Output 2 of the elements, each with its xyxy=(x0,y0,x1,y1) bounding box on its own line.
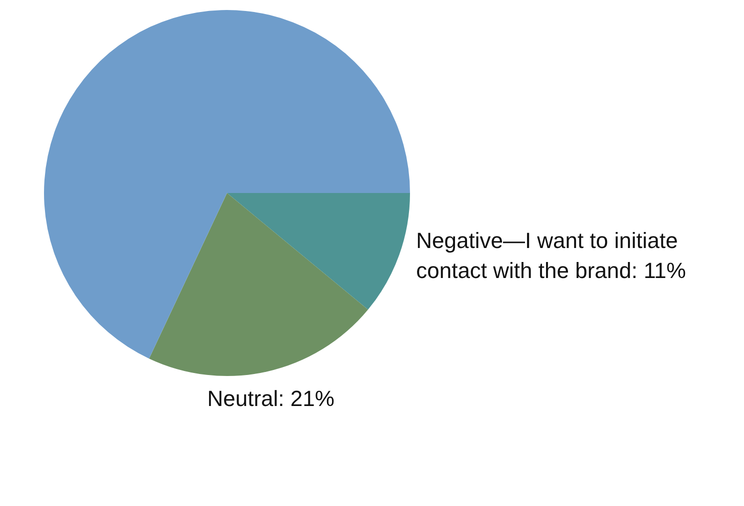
slice-label: Negative—I want to initiate contact with the brand: 11% xyxy=(416,228,686,284)
slice-label: Neutral: 21% xyxy=(207,386,334,412)
